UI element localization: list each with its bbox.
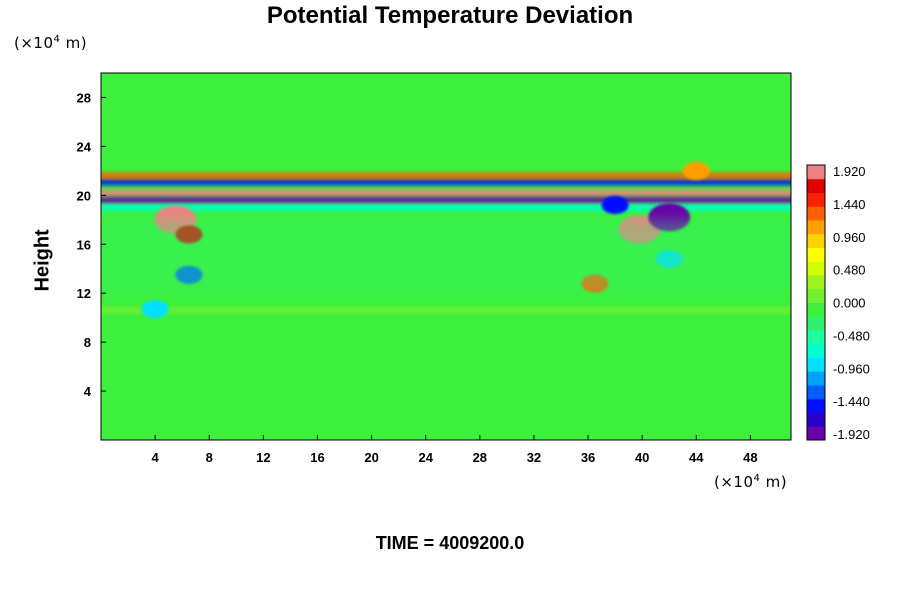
field-band <box>101 204 791 211</box>
chart-title: Potential Temperature Deviation <box>266 2 634 29</box>
field-blob <box>141 300 169 319</box>
colorbar-label: -0.480 <box>833 328 870 343</box>
x-tick-label: 36 <box>581 450 595 465</box>
colorbar-label: -1.440 <box>833 394 870 409</box>
colorbar-label: 0.960 <box>833 230 866 245</box>
x-tick-label: 48 <box>743 450 757 465</box>
field-band <box>101 172 791 179</box>
x-tick-label: 20 <box>364 450 378 465</box>
colorbar-label: 0.480 <box>833 263 866 278</box>
plot-frame <box>100 72 792 441</box>
colorbar-swatch <box>807 385 825 400</box>
x-tick-label: 32 <box>527 450 541 465</box>
colorbar-swatch <box>807 165 825 180</box>
colorbar-swatch <box>807 247 825 262</box>
colorbar-swatch <box>807 316 825 331</box>
field-region <box>101 219 791 294</box>
colorbar-label: -0.960 <box>833 361 870 376</box>
x-tick-label: 12 <box>256 450 270 465</box>
colorbar-swatch <box>807 288 825 303</box>
colorbar-swatch <box>807 426 825 441</box>
colorbar-swatch <box>807 357 825 372</box>
x-tick-label: 16 <box>310 450 324 465</box>
y-axis-unit: (×104 m) <box>14 34 88 52</box>
colorbar-swatch <box>807 261 825 276</box>
y-tick-label: 20 <box>77 188 91 203</box>
colorbar-label: -1.920 <box>833 427 870 442</box>
field-band <box>101 178 791 185</box>
x-tick-label: 8 <box>206 450 213 465</box>
x-tick-label: 44 <box>689 450 704 465</box>
colorbar-label: 0.000 <box>833 296 866 311</box>
field-band <box>101 189 791 196</box>
colorbar-swatch <box>807 192 825 207</box>
colorbar-swatch <box>807 398 825 413</box>
field-band <box>101 197 791 204</box>
colorbar-swatch <box>807 206 825 221</box>
colorbar-swatch <box>807 233 825 248</box>
colorbar-swatch <box>807 371 825 386</box>
colorbar-frame <box>806 164 826 441</box>
colorbar-swatch <box>807 220 825 235</box>
field-band <box>101 307 791 314</box>
y-tick-label: 24 <box>77 139 92 154</box>
colorbar-swatch <box>807 330 825 345</box>
field-blob <box>601 196 629 215</box>
y-tick-label: 8 <box>84 335 91 350</box>
x-tick-label: 4 <box>152 450 160 465</box>
colorbar-swatch <box>807 275 825 290</box>
colorbar-swatch <box>807 343 825 358</box>
y-tick-label: 4 <box>84 384 92 399</box>
field-blob <box>682 161 710 180</box>
colorbar-label: 1.440 <box>833 197 866 212</box>
x-tick-label: 40 <box>635 450 649 465</box>
y-tick-label: 16 <box>77 237 91 252</box>
colorbar-swatch <box>807 412 825 427</box>
colorbar-swatch <box>807 178 825 193</box>
y-tick-label: 28 <box>77 90 91 105</box>
colorbar-swatch <box>807 302 825 317</box>
y-tick-label: 12 <box>77 286 91 301</box>
colorbar-label: 1.920 <box>833 164 866 179</box>
time-label: TIME = 4009200.0 <box>375 533 525 553</box>
x-axis-unit: (×104 m) <box>714 473 788 491</box>
x-tick-label: 28 <box>473 450 487 465</box>
x-tick-label: 24 <box>418 450 433 465</box>
